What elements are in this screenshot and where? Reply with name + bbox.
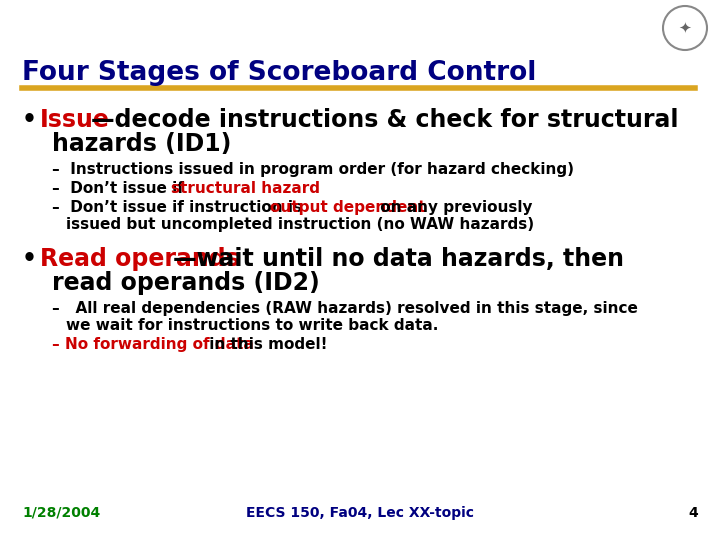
Text: issued but uncompleted instruction (no WAW hazards): issued but uncompleted instruction (no W…	[66, 217, 534, 232]
Text: –   All real dependencies (RAW hazards) resolved in this stage, since: – All real dependencies (RAW hazards) re…	[52, 301, 638, 316]
Text: – No forwarding of data: – No forwarding of data	[52, 337, 253, 352]
Text: Four Stages of Scoreboard Control: Four Stages of Scoreboard Control	[22, 60, 536, 86]
Text: •: •	[22, 247, 37, 271]
Text: on any previously: on any previously	[375, 200, 533, 215]
Text: –  Don’t issue if: – Don’t issue if	[52, 181, 189, 196]
Text: we wait for instructions to write back data.: we wait for instructions to write back d…	[66, 318, 438, 333]
Text: output dependent: output dependent	[270, 200, 426, 215]
Text: EECS 150, Fa04, Lec XX-topic: EECS 150, Fa04, Lec XX-topic	[246, 506, 474, 520]
Text: •: •	[22, 108, 37, 132]
Text: –  Instructions issued in program order (for hazard checking): – Instructions issued in program order (…	[52, 162, 574, 177]
Text: read operands (ID2): read operands (ID2)	[52, 271, 320, 295]
Text: 1/28/2004: 1/28/2004	[22, 506, 100, 520]
Text: Read operands: Read operands	[40, 247, 240, 271]
Text: 4: 4	[688, 506, 698, 520]
Text: –  Don’t issue if instruction is: – Don’t issue if instruction is	[52, 200, 307, 215]
Text: in this model!: in this model!	[204, 337, 328, 352]
Text: hazards (ID1): hazards (ID1)	[52, 132, 231, 156]
Text: ✦: ✦	[679, 21, 691, 36]
Text: —decode instructions & check for structural: —decode instructions & check for structu…	[91, 108, 678, 132]
Text: structural hazard: structural hazard	[171, 181, 320, 196]
Text: —wait until no data hazards, then: —wait until no data hazards, then	[173, 247, 624, 271]
Text: Issue: Issue	[40, 108, 110, 132]
